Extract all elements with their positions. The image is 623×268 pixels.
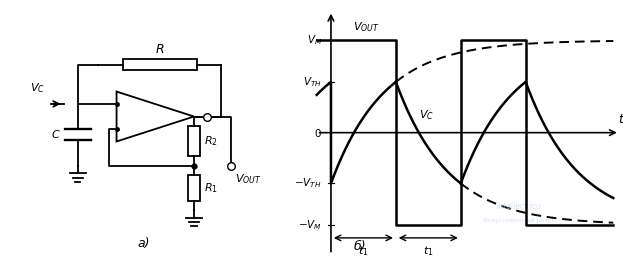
Text: $V_{OUT}$: $V_{OUT}$: [235, 172, 261, 186]
Text: C: C: [52, 130, 59, 140]
Text: $R_2$: $R_2$: [204, 134, 218, 148]
Text: R: R: [155, 43, 164, 56]
Text: $R_1$: $R_1$: [204, 181, 218, 195]
Text: $t$: $t$: [618, 113, 623, 126]
Text: $V_M$: $V_M$: [307, 34, 322, 47]
Text: Искусственный разум: Искусственный разум: [483, 218, 556, 223]
Text: intellect.icu: intellect.icu: [497, 202, 541, 211]
Bar: [123, 59, 196, 70]
Text: $V_C$: $V_C$: [419, 108, 434, 122]
Text: б): б): [354, 240, 366, 253]
Text: $V_{TH}$: $V_{TH}$: [303, 75, 322, 89]
Text: $V_C$: $V_C$: [31, 81, 45, 95]
Bar: [188, 126, 200, 156]
Text: $t_1$: $t_1$: [423, 244, 434, 258]
Bar: [188, 175, 200, 201]
Text: $-V_M$: $-V_M$: [298, 218, 322, 232]
Text: $V_{OUT}$: $V_{OUT}$: [353, 20, 380, 34]
Text: $-V_{TH}$: $-V_{TH}$: [295, 177, 322, 190]
Text: $t_1$: $t_1$: [358, 244, 369, 258]
Text: a): a): [138, 237, 150, 250]
Text: $0$: $0$: [314, 127, 322, 139]
